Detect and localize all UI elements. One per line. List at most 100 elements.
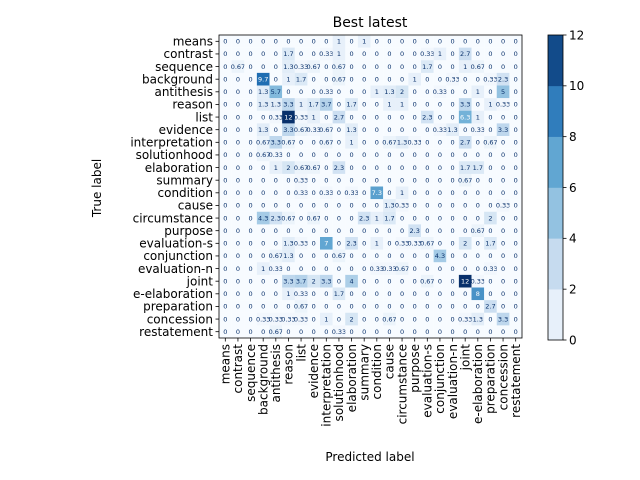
cell-value-label: 0.67 [319,126,333,134]
matrix-cell [231,199,245,212]
matrix-cell [282,312,295,326]
cell-value-label: 0 [450,328,454,336]
matrix-cell [509,312,523,326]
matrix-cell [332,161,346,175]
matrix-cell [244,85,258,99]
matrix-cell [408,249,422,263]
matrix-cell [294,262,308,276]
matrix-cell [345,173,359,187]
matrix-cell [408,72,422,86]
cell-value-label: 1.7 [334,290,344,298]
matrix-cell [294,199,308,212]
matrix-cell [484,249,497,263]
matrix-cell [219,85,232,99]
cell-value-label: 1 [413,75,417,83]
matrix-cell [383,148,396,162]
matrix-cell [408,60,422,74]
matrix-cell [395,287,409,301]
cell-value-label: 0 [463,290,467,298]
matrix-cell [433,98,447,111]
matrix-cell [307,186,321,200]
cell-value-label: 0 [337,240,341,248]
cell-value-label: 0.67 [382,139,396,147]
cell-value-label: 0.33 [370,265,384,273]
cell-value-label: 0 [438,113,442,121]
matrix-cell [471,249,485,263]
matrix-cell [244,186,258,200]
cell-value-label: 0 [514,139,518,147]
cell-value-label: 0 [248,139,252,147]
matrix-cell [282,98,295,111]
matrix-cell [496,237,510,250]
cell-value-label: 0.33 [407,139,421,147]
cell-value-label: 2.3 [334,164,344,172]
matrix-cell [219,211,232,225]
matrix-cell [408,224,422,238]
cell-value-label: 0 [223,151,227,159]
cell-value-label: 0 [438,227,442,235]
cell-value-label: 0 [248,88,252,96]
cell-value-label: 0.67 [294,126,308,134]
matrix-cell [307,85,321,99]
matrix-cell [484,60,497,74]
cell-value-label: 0 [387,290,391,298]
cell-value-label: 0 [286,227,290,235]
cell-value-label: 0.33 [483,75,497,83]
cell-value-label: 0 [450,252,454,260]
matrix-cell [496,173,510,187]
x-tick-label: preparation [484,344,498,414]
matrix-cell [484,325,497,339]
cell-value-label: 1.7 [283,50,293,58]
matrix-cell [282,249,295,263]
cell-value-label: 0 [514,88,518,96]
x-tick-label: antithesis [269,344,283,403]
cell-value-label: 0.33 [471,126,485,134]
matrix-cell [357,136,371,149]
matrix-cell [370,312,384,326]
matrix-cell [231,249,245,263]
cell-value-label: 3.3 [283,126,293,134]
cell-value-label: 0 [337,176,341,184]
matrix-cell [320,274,333,288]
cell-value-label: 2 [463,240,467,248]
matrix-cell [395,274,409,288]
cell-value-label: 0 [248,75,252,83]
cell-value-label: 0 [476,38,480,46]
cell-value-label: 0 [413,265,417,273]
matrix-cell [231,85,245,99]
cell-value-label: 0 [438,101,442,109]
cell-value-label: 0 [236,176,240,184]
cell-value-label: 0 [413,290,417,298]
matrix-cell [484,85,497,99]
cell-value-label: 0 [488,252,492,260]
cell-value-label: 0 [248,189,252,197]
matrix-cell [320,123,333,137]
y-tick-label: evidence [159,123,213,137]
matrix-cell [231,287,245,301]
matrix-cell [471,262,485,276]
cell-value-label: 0.33 [496,202,510,210]
matrix-cell [357,123,371,137]
matrix-cell [231,123,245,137]
matrix-cell [471,161,485,175]
cell-value-label: 1.3 [271,101,281,109]
matrix-cell [244,47,258,61]
matrix-cell [320,262,333,276]
cell-value-label: 0 [286,38,290,46]
matrix-cell [458,199,472,212]
cell-value-label: 2.7 [485,303,495,311]
matrix-grid: 0 0 0 0 0 0 0 0 0 1 0 1 0 0 0 0 0 0 0 0 0 0 0 00 0 0 0 0 1.7 0 0 0.33 1 0… [218,34,523,339]
matrix-cell [294,186,308,200]
matrix-cell [282,237,295,250]
cell-value-label: 0 [400,63,404,71]
y-axis-label: True label [90,159,104,218]
matrix-cell [383,262,396,276]
matrix-cell [446,110,460,124]
matrix-cell [357,110,371,124]
cell-value-label: 0 [501,227,505,235]
matrix-cell [282,224,295,238]
cell-value-label: 0 [362,265,366,273]
matrix-cell [345,47,359,61]
y-tick-labels: meanscontrastsequencebackgroundantithesi… [130,35,219,339]
matrix-cell [294,136,308,149]
